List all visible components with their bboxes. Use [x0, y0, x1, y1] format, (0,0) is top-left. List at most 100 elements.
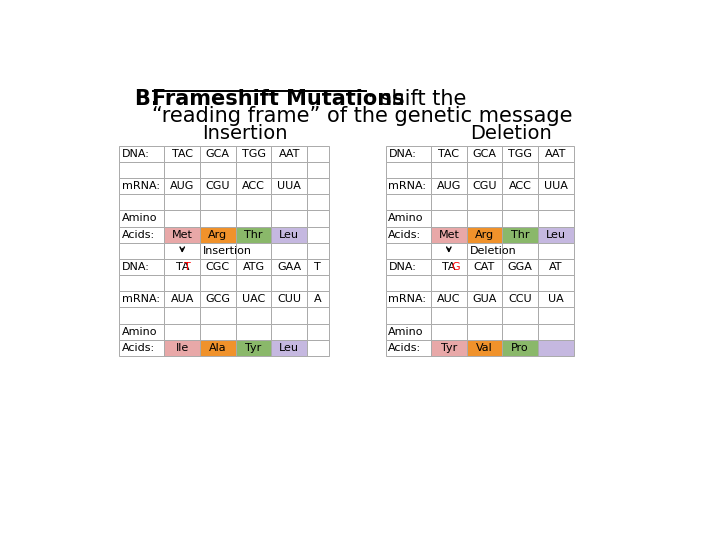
Bar	[307, 146, 329, 162]
Bar	[467, 340, 503, 356]
Text: mRNA:: mRNA:	[388, 181, 426, 191]
Bar	[200, 340, 235, 356]
Bar	[164, 259, 200, 275]
Bar	[235, 162, 271, 178]
Bar	[538, 275, 574, 291]
Text: Ile: Ile	[176, 343, 189, 353]
Text: AT: AT	[549, 262, 562, 272]
Text: CGU: CGU	[472, 181, 497, 191]
Bar	[271, 162, 307, 178]
Bar	[503, 162, 538, 178]
Bar	[467, 194, 503, 211]
Bar	[307, 323, 329, 340]
Bar	[503, 226, 538, 242]
Bar	[386, 259, 431, 275]
Bar	[164, 307, 200, 323]
Bar	[200, 210, 235, 226]
Bar	[120, 242, 164, 259]
Bar	[164, 340, 200, 356]
Bar	[503, 146, 538, 162]
Bar	[120, 307, 164, 323]
Bar	[120, 323, 164, 340]
Text: GCA: GCA	[206, 148, 230, 159]
Bar	[200, 307, 235, 323]
Text: Acids:: Acids:	[388, 343, 421, 353]
Text: Met: Met	[172, 230, 193, 240]
Bar	[503, 210, 538, 226]
Text: Tyr: Tyr	[441, 343, 457, 353]
Text: ATG: ATG	[243, 262, 264, 272]
Text: Tyr: Tyr	[246, 343, 261, 353]
Bar	[271, 210, 307, 226]
Bar	[200, 146, 235, 162]
Bar	[235, 194, 271, 211]
Text: AAT: AAT	[279, 148, 300, 159]
Text: DNA:: DNA:	[122, 148, 150, 159]
Text: Met: Met	[438, 230, 459, 240]
Bar	[235, 307, 271, 323]
Text: Arg: Arg	[475, 230, 494, 240]
Bar	[271, 194, 307, 211]
Text: AUG: AUG	[170, 181, 194, 191]
Text: Amino: Amino	[122, 213, 157, 224]
Bar	[431, 291, 467, 307]
Bar	[200, 162, 235, 178]
Bar	[307, 291, 329, 307]
Bar	[431, 146, 467, 162]
Bar	[235, 226, 271, 242]
Text: TA: TA	[176, 262, 189, 272]
Bar	[120, 178, 164, 194]
Bar	[200, 226, 235, 242]
Bar	[235, 210, 271, 226]
Text: Pro: Pro	[511, 343, 529, 353]
Bar	[431, 178, 467, 194]
Bar	[120, 226, 164, 242]
Bar	[431, 340, 467, 356]
Bar	[503, 340, 538, 356]
Bar	[200, 242, 235, 259]
Text: mRNA:: mRNA:	[122, 294, 160, 304]
Bar	[164, 275, 200, 291]
Bar	[120, 291, 164, 307]
Bar	[120, 275, 164, 291]
Bar	[386, 146, 431, 162]
Bar	[235, 146, 271, 162]
Bar	[538, 210, 574, 226]
Bar	[120, 162, 164, 178]
Bar	[164, 242, 200, 259]
Bar	[271, 291, 307, 307]
Text: Deletion: Deletion	[469, 124, 552, 143]
Text: AUA: AUA	[171, 294, 194, 304]
Bar	[271, 178, 307, 194]
Bar	[538, 178, 574, 194]
Bar	[431, 226, 467, 242]
Bar	[235, 259, 271, 275]
Bar	[271, 275, 307, 291]
Text: Leu: Leu	[279, 343, 300, 353]
Bar	[164, 210, 200, 226]
Bar	[467, 307, 503, 323]
Bar	[386, 194, 431, 211]
Bar	[538, 242, 574, 259]
Bar	[120, 340, 164, 356]
Bar	[503, 194, 538, 211]
Bar	[431, 275, 467, 291]
Bar	[503, 307, 538, 323]
Bar	[164, 291, 200, 307]
Bar	[538, 340, 574, 356]
Bar	[467, 275, 503, 291]
Text: Frameshift Mutations: Frameshift Mutations	[152, 90, 405, 110]
Text: Arg: Arg	[208, 230, 228, 240]
Text: T: T	[315, 262, 321, 272]
Bar	[467, 146, 503, 162]
Text: Leu: Leu	[279, 230, 300, 240]
Text: Thr: Thr	[244, 230, 263, 240]
Bar	[271, 340, 307, 356]
Text: Amino: Amino	[388, 327, 424, 336]
Bar	[164, 323, 200, 340]
Bar	[467, 162, 503, 178]
Text: CUU: CUU	[277, 294, 301, 304]
Bar	[467, 226, 503, 242]
Bar	[271, 323, 307, 340]
Text: G: G	[451, 262, 459, 272]
